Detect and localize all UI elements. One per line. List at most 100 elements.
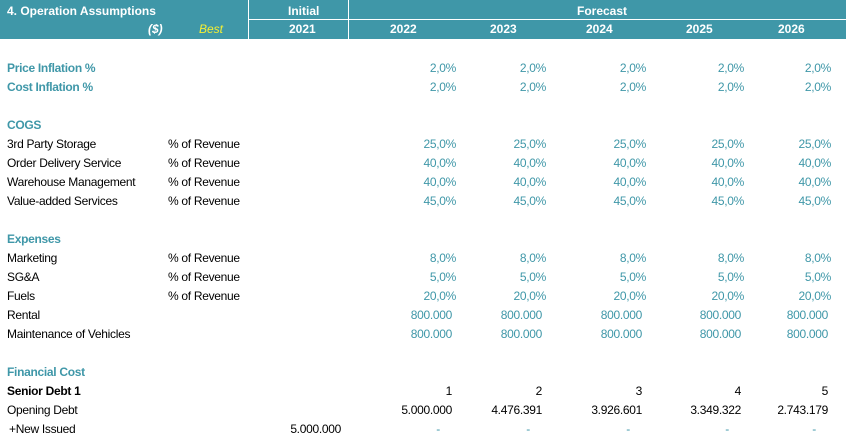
expense-value[interactable]: 5,0% bbox=[804, 270, 831, 284]
senior-debt-label: Senior Debt 1 bbox=[7, 384, 81, 398]
period-number: 1 bbox=[445, 384, 453, 398]
cogs-row: 3rd Party Storage % of Revenue 25,0% 25,… bbox=[0, 135, 846, 154]
expense-row-unit: % of Revenue bbox=[168, 251, 240, 265]
expense-value[interactable]: 800.000 bbox=[410, 327, 453, 341]
cogs-title: COGS bbox=[7, 118, 42, 132]
cogs-value[interactable]: 40,0% bbox=[423, 156, 456, 170]
new-issued-value[interactable]: - bbox=[725, 422, 729, 436]
expense-value[interactable]: 800.000 bbox=[699, 308, 742, 322]
expense-value[interactable]: 800.000 bbox=[786, 327, 829, 341]
cogs-value[interactable]: 45,0% bbox=[798, 194, 831, 208]
period-number: 2 bbox=[535, 384, 543, 398]
price-inflation-2026[interactable]: 2,0% bbox=[804, 61, 831, 75]
expense-value[interactable]: 5,0% bbox=[619, 270, 646, 284]
expense-value[interactable]: 20,0% bbox=[613, 289, 646, 303]
cogs-value[interactable]: 25,0% bbox=[711, 137, 744, 151]
year-2025: 2025 bbox=[686, 22, 713, 36]
cost-inflation-2024[interactable]: 2,0% bbox=[619, 80, 646, 94]
price-inflation-2023[interactable]: 2,0% bbox=[519, 61, 546, 75]
new-issued-value[interactable]: - bbox=[526, 422, 530, 436]
financial-header-row: Financial Cost bbox=[0, 363, 846, 382]
opening-debt-value: 3.926.601 bbox=[591, 403, 642, 417]
cogs-value[interactable]: 25,0% bbox=[513, 137, 546, 151]
initial-year: 2021 bbox=[289, 22, 316, 36]
expense-value[interactable]: 5,0% bbox=[717, 270, 744, 284]
cogs-value[interactable]: 40,0% bbox=[798, 156, 831, 170]
cogs-row-unit: % of Revenue bbox=[168, 175, 240, 189]
cogs-value[interactable]: 40,0% bbox=[711, 156, 744, 170]
cogs-value[interactable]: 25,0% bbox=[798, 137, 831, 151]
new-issued-initial[interactable]: 5.000.000 bbox=[290, 422, 341, 436]
expense-value[interactable]: 800.000 bbox=[699, 327, 742, 341]
expense-value[interactable]: 8,0% bbox=[804, 251, 831, 265]
expenses-title: Expenses bbox=[7, 232, 61, 246]
price-inflation-2025[interactable]: 2,0% bbox=[717, 61, 744, 75]
cogs-value[interactable]: 40,0% bbox=[798, 175, 831, 189]
cogs-row: Order Delivery Service % of Revenue 40,0… bbox=[0, 154, 846, 173]
new-issued-value[interactable]: - bbox=[812, 422, 816, 436]
expense-value[interactable]: 800.000 bbox=[600, 308, 643, 322]
year-2026: 2026 bbox=[778, 22, 805, 36]
year-2024: 2024 bbox=[586, 22, 613, 36]
cogs-value[interactable]: 40,0% bbox=[711, 175, 744, 189]
expense-row-label: Marketing bbox=[7, 251, 57, 265]
expense-value[interactable]: 800.000 bbox=[410, 308, 453, 322]
cogs-value[interactable]: 45,0% bbox=[613, 194, 646, 208]
expense-value[interactable]: 800.000 bbox=[500, 327, 543, 341]
cogs-value[interactable]: 45,0% bbox=[711, 194, 744, 208]
new-issued-row: +New Issued 5.000.000 - - - - - bbox=[0, 420, 846, 439]
expense-value[interactable]: 8,0% bbox=[429, 251, 456, 265]
cogs-row-unit: % of Revenue bbox=[168, 194, 240, 208]
cogs-value[interactable]: 45,0% bbox=[423, 194, 456, 208]
cogs-value[interactable]: 40,0% bbox=[613, 156, 646, 170]
expense-value[interactable]: 20,0% bbox=[423, 289, 456, 303]
new-issued-label: +New Issued bbox=[9, 422, 76, 436]
expense-value[interactable]: 8,0% bbox=[619, 251, 646, 265]
opening-debt-value: 2.743.179 bbox=[777, 403, 828, 417]
opening-debt-label: Opening Debt bbox=[7, 403, 78, 417]
cogs-value[interactable]: 45,0% bbox=[513, 194, 546, 208]
scenario-label[interactable]: Best bbox=[199, 22, 224, 36]
cost-inflation-2026[interactable]: 2,0% bbox=[804, 80, 831, 94]
year-2022: 2022 bbox=[390, 22, 417, 36]
expense-value[interactable]: 800.000 bbox=[600, 327, 643, 341]
cogs-row-label: Warehouse Management bbox=[7, 175, 136, 189]
expense-value[interactable]: 8,0% bbox=[519, 251, 546, 265]
cost-inflation-2025[interactable]: 2,0% bbox=[717, 80, 744, 94]
financial-title: Financial Cost bbox=[7, 365, 85, 379]
new-issued-value[interactable]: - bbox=[626, 422, 630, 436]
cogs-value[interactable]: 40,0% bbox=[513, 156, 546, 170]
cogs-value[interactable]: 25,0% bbox=[423, 137, 456, 151]
new-issued-value[interactable]: - bbox=[436, 422, 440, 436]
expense-row: Maintenance of Vehicles 800.000 800.000 … bbox=[0, 325, 846, 344]
cost-inflation-2022[interactable]: 2,0% bbox=[429, 80, 456, 94]
expense-value[interactable]: 5,0% bbox=[519, 270, 546, 284]
expense-value[interactable]: 800.000 bbox=[786, 308, 829, 322]
cost-inflation-2023[interactable]: 2,0% bbox=[519, 80, 546, 94]
cogs-row: Value-added Services % of Revenue 45,0% … bbox=[0, 192, 846, 211]
expense-value[interactable]: 20,0% bbox=[711, 289, 744, 303]
cogs-value[interactable]: 40,0% bbox=[613, 175, 646, 189]
expense-value[interactable]: 20,0% bbox=[513, 289, 546, 303]
price-inflation-2022[interactable]: 2,0% bbox=[429, 61, 456, 75]
sheet-title: 4. Operation Assumptions bbox=[7, 4, 156, 18]
price-inflation-2024[interactable]: 2,0% bbox=[619, 61, 646, 75]
cogs-value[interactable]: 40,0% bbox=[513, 175, 546, 189]
expense-row-label: Rental bbox=[7, 308, 40, 322]
cogs-value[interactable]: 40,0% bbox=[423, 175, 456, 189]
forecast-label: Forecast bbox=[577, 4, 628, 18]
cogs-row-label: 3rd Party Storage bbox=[7, 137, 96, 151]
expense-value[interactable]: 5,0% bbox=[429, 270, 456, 284]
cost-inflation-label: Cost Inflation % bbox=[7, 80, 93, 94]
expense-value[interactable]: 800.000 bbox=[500, 308, 543, 322]
expense-value[interactable]: 8,0% bbox=[717, 251, 744, 265]
expenses-header-row: Expenses bbox=[0, 230, 846, 249]
cogs-value[interactable]: 25,0% bbox=[613, 137, 646, 151]
expense-row: SG&A % of Revenue 5,0% 5,0% 5,0% 5,0% 5,… bbox=[0, 268, 846, 287]
expense-row-label: SG&A bbox=[7, 270, 40, 284]
period-number: 5 bbox=[821, 384, 829, 398]
expense-value[interactable]: 20,0% bbox=[798, 289, 831, 303]
expense-row-label: Maintenance of Vehicles bbox=[7, 327, 131, 341]
initial-label: Initial bbox=[288, 4, 320, 18]
cogs-row-unit: % of Revenue bbox=[168, 137, 240, 151]
